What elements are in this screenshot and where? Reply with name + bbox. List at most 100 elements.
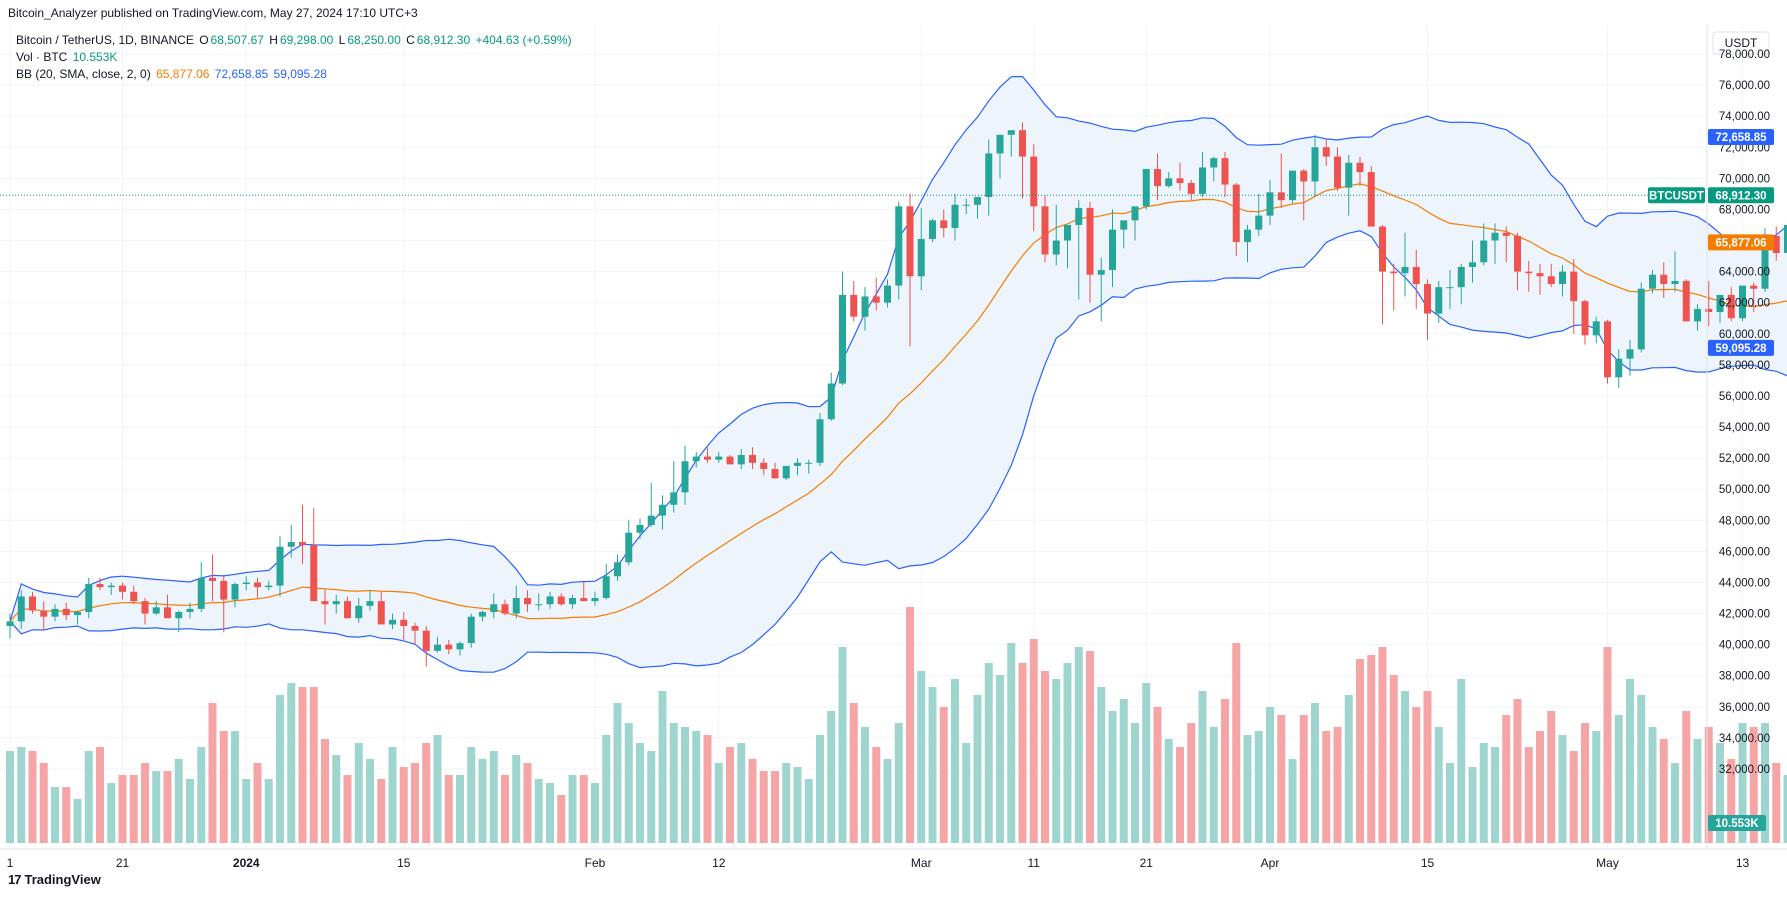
candle-body xyxy=(591,598,599,602)
candle-body xyxy=(40,610,48,617)
candle-body xyxy=(1165,178,1173,187)
close-value: 68,912.30 xyxy=(416,33,471,47)
bollinger-upper-value: 72,658.85 xyxy=(214,67,269,81)
price-axis-label: 72,000.00 xyxy=(1719,142,1770,154)
volume-bar xyxy=(546,783,554,843)
volume-legend[interactable]: Vol · BTC 10.553K xyxy=(16,50,119,64)
bollinger-legend[interactable]: BB (20, SMA, close, 2, 0) 65,877.06 72,6… xyxy=(16,67,329,81)
volume-bar xyxy=(1761,723,1769,843)
volume-bar xyxy=(276,695,284,843)
volume-bar xyxy=(782,763,791,843)
volume-bar xyxy=(1221,699,1229,843)
price-axis-label: 48,000.00 xyxy=(1719,515,1770,527)
candle-body xyxy=(1480,240,1488,263)
candle-body xyxy=(1424,284,1431,314)
price-tags: 72,658.85 BTCUSDT 68,912.30 65,877.06 59,095… xyxy=(1648,129,1774,831)
price-axis-label: 38,000.00 xyxy=(1719,671,1770,683)
high-label: H xyxy=(269,33,278,47)
volume-bar xyxy=(1772,763,1781,843)
candle-body xyxy=(152,607,160,614)
candle-body xyxy=(107,585,115,588)
candle-body xyxy=(1615,358,1623,378)
volume-bar xyxy=(939,707,948,843)
candle-body xyxy=(197,577,205,609)
candle-body xyxy=(310,545,318,602)
candle-body xyxy=(692,456,700,462)
candle-body xyxy=(1514,235,1521,272)
volume-bar xyxy=(1007,643,1016,843)
volume-bar xyxy=(366,759,374,843)
candle-body xyxy=(1232,184,1240,243)
price-tag-label: 59,095.28 xyxy=(1715,343,1767,355)
volume-bar xyxy=(411,763,419,843)
price-axis-label: 56,000.00 xyxy=(1719,391,1770,403)
price-axis-label: 62,000.00 xyxy=(1719,298,1770,310)
currency-button[interactable] xyxy=(1712,31,1770,55)
candle-body xyxy=(389,619,396,625)
bollinger-upper-band xyxy=(9,75,1787,622)
candle-body xyxy=(6,621,14,626)
volume-bar xyxy=(1187,723,1196,843)
candle-body xyxy=(175,612,183,619)
candle-body xyxy=(17,596,25,622)
candle-body xyxy=(456,643,464,650)
volume-bar xyxy=(96,747,104,843)
volume-bar xyxy=(51,787,59,843)
candle-body xyxy=(1064,224,1071,241)
symbol-legend[interactable]: Bitcoin / TetherUS, 1D, BINANCE O 68,507.… xyxy=(16,33,574,47)
candle-body xyxy=(1075,207,1083,225)
volume-bar xyxy=(1153,707,1162,843)
volume-bar xyxy=(489,751,498,843)
volume-bar xyxy=(894,723,903,843)
volume-bar xyxy=(1491,747,1499,843)
price-axis[interactable]: 78,000.00 76,000.00 74,000.00 72,000.00 70,0… xyxy=(1719,49,1770,776)
candle-body xyxy=(1255,215,1263,230)
candle-body xyxy=(332,601,340,605)
volume-bar xyxy=(444,775,453,843)
candle-body xyxy=(130,591,138,602)
volume-bar xyxy=(1671,763,1679,843)
candle-body xyxy=(1356,162,1364,173)
candle-body xyxy=(1469,262,1476,267)
price-tag-label: BTCUSDT xyxy=(1649,190,1704,202)
candle-body xyxy=(1221,158,1229,185)
candle-body xyxy=(265,585,273,588)
price-tag-box xyxy=(1708,339,1774,356)
volume-bar xyxy=(501,775,509,843)
candle-body xyxy=(411,626,419,631)
volume-bar xyxy=(1603,647,1612,843)
volume-bar xyxy=(849,703,858,843)
volume-bar xyxy=(1041,671,1049,843)
time-axis[interactable]: 121202415Feb12Mar1121Apr15May13Jun17Jul xyxy=(7,856,1787,870)
volume-bar xyxy=(771,771,779,843)
volume-bar xyxy=(793,767,802,843)
volume-bar xyxy=(1198,691,1207,843)
candle-body xyxy=(1277,192,1285,201)
volume-bar xyxy=(231,731,239,843)
tradingview-logo[interactable]: 17 TradingView xyxy=(8,872,101,887)
candle-body xyxy=(1604,321,1611,378)
volume-bar xyxy=(141,763,149,843)
candle-body xyxy=(1311,147,1319,182)
bollinger-label: BB (20, SMA, close, 2, 0) xyxy=(16,67,151,81)
candle-body xyxy=(827,383,835,420)
volume-bar xyxy=(377,779,386,843)
volume-bar xyxy=(692,731,701,843)
volume-bar xyxy=(208,703,217,843)
candle-body xyxy=(1761,235,1769,289)
price-axis-pane[interactable] xyxy=(1707,25,1787,849)
candle-body xyxy=(366,601,374,606)
volume-bar xyxy=(1254,731,1263,843)
candle-body xyxy=(1334,156,1341,188)
volume-bar xyxy=(512,755,521,843)
volume-tag-label: 10.553K xyxy=(1715,818,1759,830)
volume-bar xyxy=(17,747,26,843)
volume-bar xyxy=(399,767,408,843)
volume-bar xyxy=(1209,727,1218,843)
volume-bar xyxy=(242,779,251,843)
volume-bar xyxy=(253,763,262,843)
volume-bar xyxy=(219,731,228,843)
candle-body xyxy=(1187,183,1195,194)
open-value: 68,507.67 xyxy=(210,33,264,47)
